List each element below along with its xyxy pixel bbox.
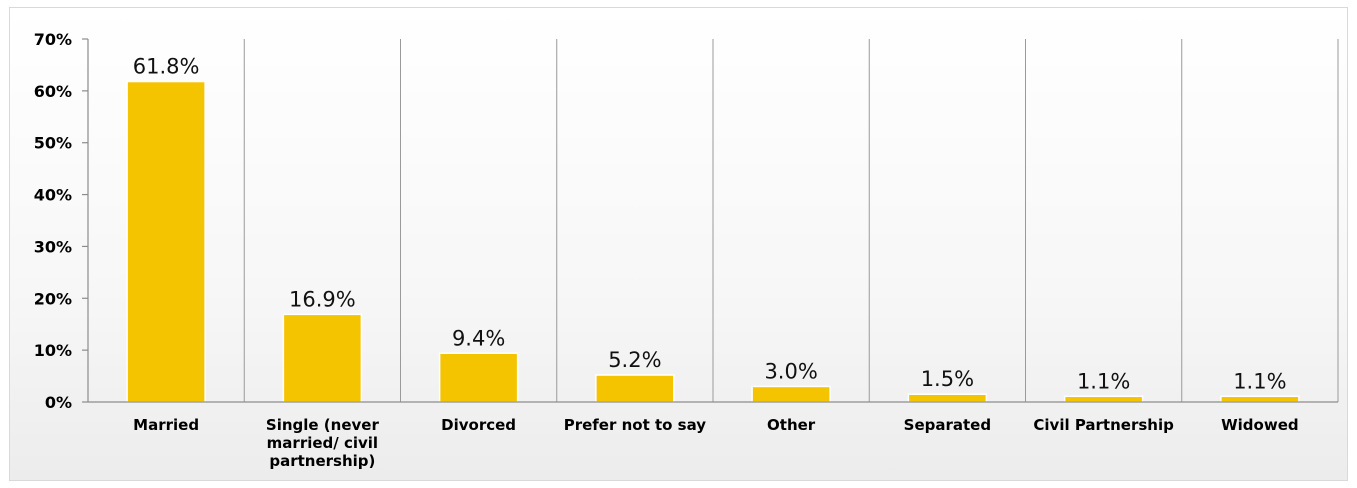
data-labels: 61.8% 16.9% 9.4% 5.2% 3.0% 1.5% 1.1% 1.1% [133, 55, 1287, 394]
x-tick-label-4-line-0: Other [767, 416, 816, 434]
x-tick-label-5-line-0: Separated [904, 416, 991, 434]
data-label-5: 1.5% [921, 367, 974, 391]
data-label-7: 1.1% [1233, 369, 1286, 393]
bar-5 [907, 393, 988, 403]
x-tick-label-1-line-0: Single (never [266, 416, 380, 434]
data-label-2: 9.4% [452, 326, 505, 350]
x-tick-label-2: Divorced [441, 416, 516, 434]
x-tick-label-1-line-2: partnership) [269, 452, 375, 470]
y-tick-label-1: 10% [34, 341, 72, 360]
x-tick-label-7: Widowed [1221, 416, 1299, 434]
bars [126, 80, 1300, 403]
y-tick-label-7: 70% [34, 30, 72, 49]
bar-1 [282, 313, 363, 403]
x-tick-label-3-line-0: Prefer not to say [564, 416, 707, 434]
y-tick-label-3: 30% [34, 237, 72, 256]
x-tick-label-1-line-1: married/ civil [267, 434, 378, 452]
x-tick-label-1: Single (never married/ civil partnership) [266, 416, 380, 470]
y-tick-label-2: 20% [34, 289, 72, 308]
x-tick-label-2-line-0: Divorced [441, 416, 516, 434]
x-tick-label-4: Other [767, 416, 816, 434]
x-tick-label-5: Separated [904, 416, 991, 434]
y-tick-label-5: 50% [34, 134, 72, 153]
bar-7 [1220, 395, 1300, 403]
bar-6 [1063, 395, 1144, 403]
x-tick-label-7-line-0: Widowed [1221, 416, 1299, 434]
data-label-6: 1.1% [1077, 369, 1130, 393]
data-label-4: 3.0% [764, 359, 817, 383]
data-label-0: 61.8% [133, 55, 200, 79]
y-tick-label-6: 60% [34, 82, 72, 101]
bar-4 [751, 385, 831, 403]
x-tick-label-0: Married [133, 416, 199, 434]
y-axis: 0% 10% 20% 30% 40% 50% 60% 70% [34, 30, 89, 412]
x-tick-label-6: Civil Partnership [1033, 416, 1174, 434]
x-tick-label-3: Prefer not to say [564, 416, 707, 434]
bar-0 [126, 80, 206, 403]
grid-lines [243, 39, 1339, 402]
y-tick-label-0: 0% [45, 393, 72, 412]
bar-3 [595, 374, 675, 403]
x-tick-label-6-line-0: Civil Partnership [1033, 416, 1174, 434]
y-tick-label-4: 40% [34, 186, 72, 205]
data-label-1: 16.9% [289, 287, 356, 311]
data-label-3: 5.2% [608, 348, 661, 372]
x-tick-label-0-line-0: Married [133, 416, 199, 434]
bar-2 [438, 352, 519, 403]
x-axis: Married Single (never married/ civil partne… [88, 401, 1338, 470]
